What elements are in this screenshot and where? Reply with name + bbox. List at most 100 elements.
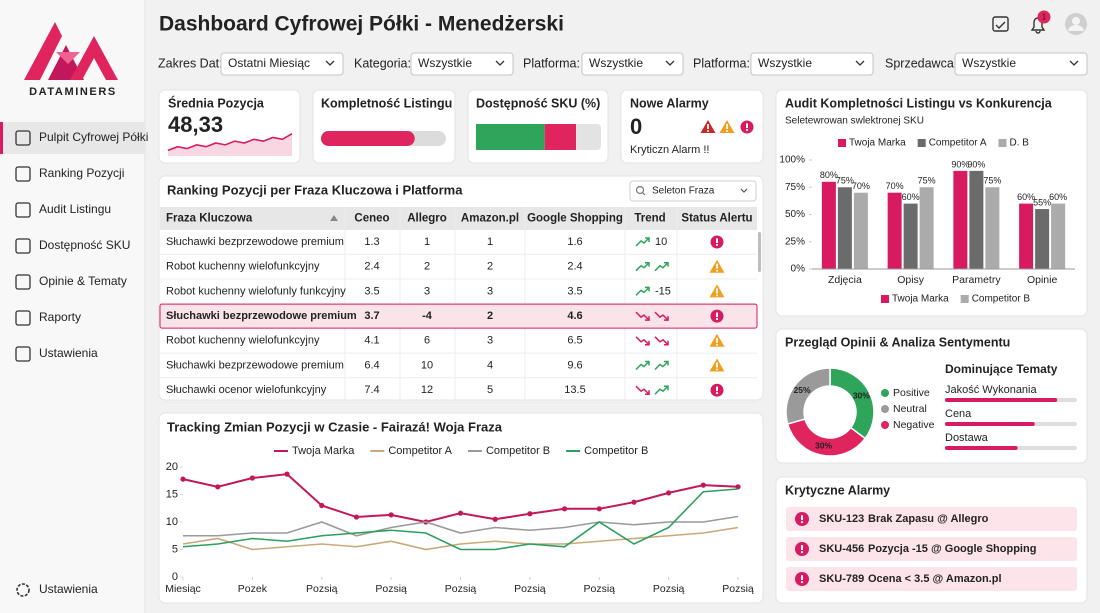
table-cell: 9.6 (567, 359, 582, 371)
alarm-sku: SKU-456 (819, 543, 864, 555)
table-cell: 3.5 (364, 285, 379, 297)
legend-dot (881, 389, 889, 397)
theme-bar (945, 398, 1058, 402)
search-icon (635, 185, 645, 195)
filter-label: Platforma: (693, 56, 750, 70)
trend-arrowhead (645, 360, 650, 366)
value-label: 75% (918, 176, 936, 186)
nav-item[interactable]: Raporty (39, 310, 81, 324)
point (353, 514, 360, 520)
nav-item[interactable]: Dostępność SKU (39, 238, 130, 252)
trend-arrow (635, 311, 650, 321)
x-tick-label: Pozsią (722, 583, 754, 595)
nav-item[interactable]: Audit Listingu (39, 202, 111, 216)
bar (887, 192, 902, 269)
value-label: 90% (967, 159, 985, 169)
x-tick-label: Parametry (952, 274, 1001, 286)
trend-value: 10 (655, 236, 667, 248)
alert-icon-mark (801, 575, 803, 581)
series-line (183, 515, 739, 537)
filter-select[interactable] (954, 52, 1088, 76)
filter-select[interactable] (750, 52, 874, 76)
alarm-item[interactable] (786, 537, 1077, 561)
bar (821, 181, 836, 269)
bar (1051, 203, 1066, 269)
filter-select[interactable] (410, 52, 514, 76)
x-tick-label: Miesiąc (165, 583, 201, 595)
table-cell: -4 (422, 310, 433, 322)
table-cell: 1 (424, 236, 430, 248)
warning-icon-mark (716, 362, 718, 368)
bar (953, 170, 968, 269)
logo-text: DATAMINERS (29, 86, 117, 98)
legend-label: Positive (893, 387, 930, 399)
table-cell: 1.3 (364, 236, 379, 248)
value-label: 60% (1049, 192, 1067, 202)
filter-select[interactable] (220, 52, 344, 76)
kpi-title: Średnia Pozycja (168, 95, 265, 110)
table-cell: Słuchawki bezprzewodowe premium (166, 359, 344, 371)
theme-label: Dostawa (945, 432, 989, 444)
avatar-body (1068, 25, 1084, 31)
theme-label: Cena (945, 408, 972, 420)
y-tick-label: 20 (166, 461, 178, 473)
avatar[interactable] (1065, 13, 1087, 35)
filter-value: Wszystkie (418, 56, 472, 70)
alarm-item[interactable] (786, 567, 1077, 591)
legend-label: Competitor A (929, 138, 987, 149)
x-tick-label: Pozsią (375, 583, 407, 595)
warning-icon-mark (716, 337, 718, 343)
alarm-sku: SKU-789 (819, 573, 864, 585)
alert-icon-mark (716, 238, 718, 243)
filter-select[interactable] (581, 52, 684, 76)
logo-shape (24, 22, 62, 80)
trend-arrow (635, 237, 650, 247)
chart-subtitle: Seletewrowan swlektronej SKU (785, 116, 924, 127)
kpi-title: Nowe Alarmy (630, 96, 709, 110)
table-cell: 6 (424, 335, 430, 347)
badge (1037, 10, 1051, 24)
legend-label: Competitor A (388, 445, 452, 457)
nav-item[interactable]: Ranking Pozycji (39, 166, 124, 180)
trend-arrow (654, 311, 669, 321)
nav-item[interactable]: Ustawienia (39, 346, 98, 360)
chevron (855, 60, 865, 66)
alarm-item[interactable] (786, 507, 1077, 531)
logo-shape (70, 36, 118, 80)
table-cell: Robot kuchenny wielofunkcyjny (166, 261, 320, 273)
table-cell: Słuchawki bezprzewodowe premium (166, 236, 344, 248)
legend-dot (881, 421, 889, 429)
y-tick-label: 50% (785, 209, 805, 220)
nav-item[interactable]: Pulpit Cyfrowej Półki (39, 130, 148, 144)
trend-arrowhead (645, 237, 650, 242)
calendar-icon[interactable] (992, 16, 1009, 32)
nav-item[interactable]: Opinie & Tematy (39, 274, 127, 288)
warning-icon-dot (707, 130, 709, 132)
stack-segment (476, 124, 545, 150)
column-header: Amazon.pl (461, 213, 519, 225)
stack-segment (544, 124, 576, 150)
trend-arrowhead (664, 316, 669, 321)
point (180, 476, 186, 482)
page-title: Dashboard Cyfrowej Półki - Menedżerski (159, 13, 564, 36)
trend-arrowhead (664, 340, 669, 346)
chevron (495, 60, 505, 66)
filter-label: Platforma: (523, 56, 580, 70)
column-header: Trend (634, 213, 665, 225)
search-box[interactable] (629, 180, 757, 202)
bell-icon[interactable] (1030, 10, 1051, 34)
table-cell: 1.6 (567, 236, 582, 248)
alert-icon-dot (715, 392, 719, 395)
legend-label: Negative (893, 419, 935, 431)
trend-arrowhead (645, 286, 650, 292)
table-cell: Słuchawki ocenor wielofunkcyjny (166, 384, 327, 396)
value-label: 60% (1017, 192, 1035, 202)
notification-count: 1 (1042, 13, 1047, 22)
nav-icon (15, 346, 31, 362)
chart-title: Audit Kompletności Listingu vs Konkurenc… (785, 96, 1053, 110)
legend-swatch (960, 295, 969, 303)
filter-label: Zakres Dat: (158, 56, 223, 70)
point (700, 482, 706, 488)
nav-item[interactable]: Ustawienia (39, 582, 98, 596)
